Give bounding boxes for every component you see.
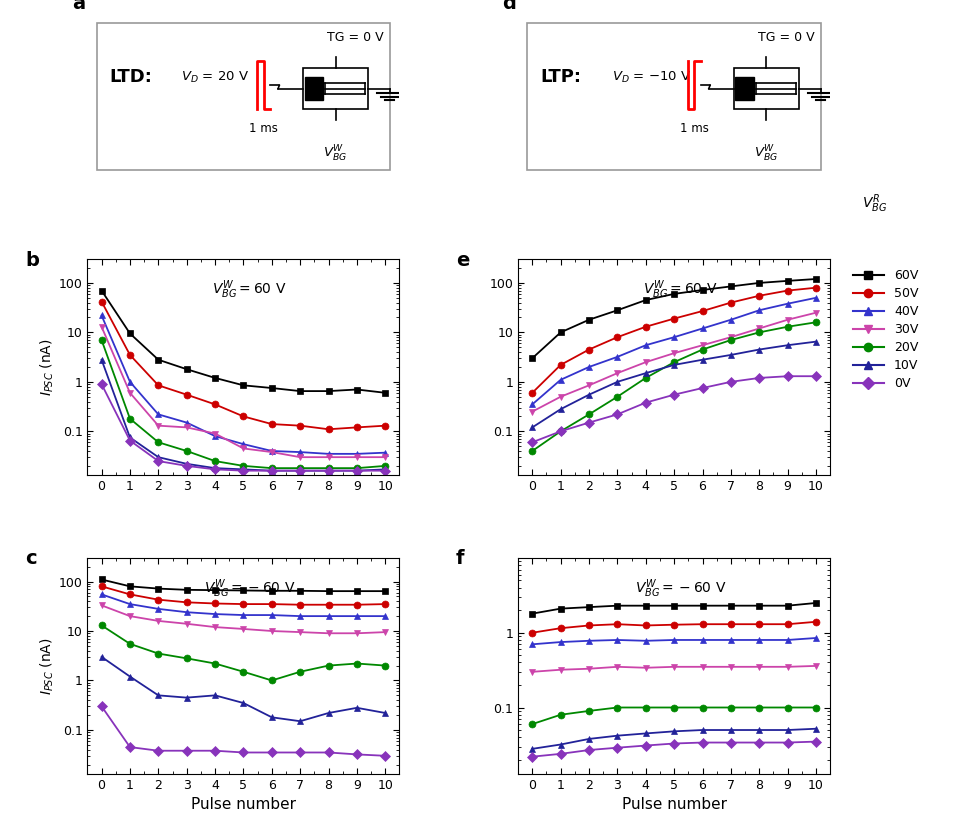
- X-axis label: Pulse number: Pulse number: [191, 797, 296, 812]
- Y-axis label: $I_{PSC}$ (nA): $I_{PSC}$ (nA): [39, 637, 56, 695]
- Text: f: f: [455, 549, 464, 568]
- Text: $V^W_{BG}$: $V^W_{BG}$: [754, 144, 779, 164]
- Text: $V^W_{BG}$: $V^W_{BG}$: [323, 144, 348, 164]
- Text: a: a: [72, 0, 84, 13]
- Text: c: c: [25, 549, 37, 568]
- Text: LTP:: LTP:: [540, 68, 581, 87]
- Text: d: d: [503, 0, 517, 13]
- Y-axis label: $I_{PSC}$ (nA): $I_{PSC}$ (nA): [39, 339, 56, 396]
- Text: $V^W_{BG} = 60$ V: $V^W_{BG} = 60$ V: [643, 279, 718, 301]
- Bar: [735, 77, 753, 100]
- Text: b: b: [25, 250, 39, 270]
- Text: e: e: [455, 250, 469, 270]
- Text: TG = 0 V: TG = 0 V: [758, 31, 815, 44]
- Bar: [305, 77, 322, 100]
- Text: $V^W_{BG} = -60$ V: $V^W_{BG} = -60$ V: [635, 577, 726, 600]
- Text: TG = 0 V: TG = 0 V: [327, 31, 384, 44]
- Text: $V_D$ = $-$10 V: $V_D$ = $-$10 V: [612, 70, 691, 85]
- Text: LTD:: LTD:: [109, 68, 152, 87]
- Text: $V_D$ = 20 V: $V_D$ = 20 V: [181, 70, 250, 85]
- Bar: [734, 68, 799, 109]
- X-axis label: Pulse number: Pulse number: [621, 797, 726, 812]
- Bar: [303, 68, 368, 109]
- Text: $V^R_{BG}$: $V^R_{BG}$: [862, 192, 887, 215]
- Legend: 60V, 50V, 40V, 30V, 20V, 10V, 0V: 60V, 50V, 40V, 30V, 20V, 10V, 0V: [849, 265, 922, 394]
- Text: 1 ms: 1 ms: [250, 122, 278, 135]
- Text: $V^W_{BG} = -60$ V: $V^W_{BG} = -60$ V: [204, 577, 295, 600]
- Text: $V^W_{BG} = 60$ V: $V^W_{BG} = 60$ V: [213, 279, 287, 301]
- Text: 1 ms: 1 ms: [680, 122, 709, 135]
